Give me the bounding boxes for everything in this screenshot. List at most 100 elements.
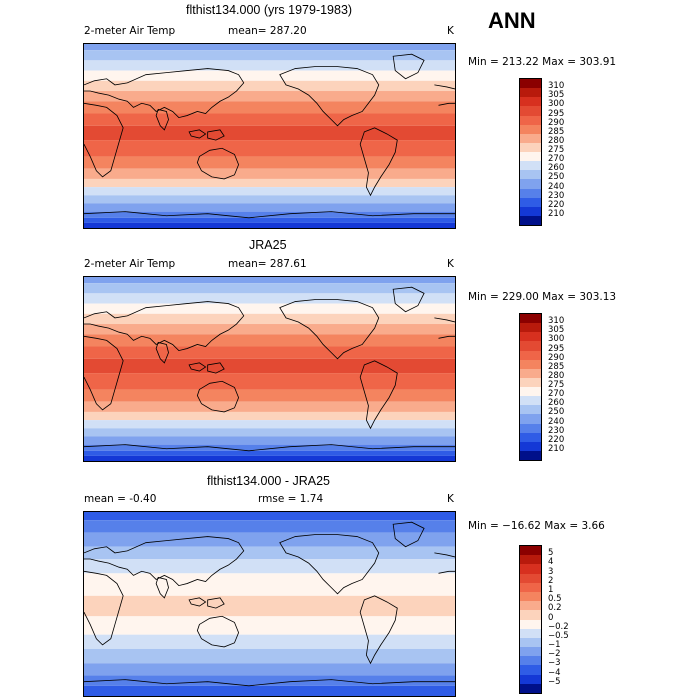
coastline — [84, 570, 124, 646]
colorbar-tick-label: 210 — [548, 208, 565, 219]
panel-1-colorbar — [519, 78, 542, 226]
temperature-map-1 — [84, 44, 455, 228]
panel-2-minmax: Min = 229.00 Max = 303.13 — [468, 291, 617, 303]
colorbar-tick-label: 285 — [548, 361, 565, 372]
coastline — [359, 360, 398, 430]
field-band — [84, 222, 455, 228]
colorbar-swatch — [520, 197, 541, 207]
panel-2-title: JRA25 — [249, 238, 287, 252]
coastline — [84, 444, 455, 452]
panel-1-title: flthist134.000 (yrs 1979-1983) — [186, 3, 353, 17]
panel-2-colorbar-labels: 310 305 300 295 290 285 280 275 270 260 250 240 230 2… — [548, 313, 588, 459]
colorbar-swatch — [520, 591, 541, 602]
field-band — [84, 685, 455, 696]
field-band — [84, 203, 455, 212]
coastline — [207, 129, 225, 141]
coastline — [84, 679, 455, 687]
colorbar-tick-label: −0.2 — [548, 621, 569, 632]
panel-1-colorbar-labels: 310 305 300 295 290 285 280 275 270 260 250 240 230 2… — [548, 78, 588, 224]
field-band — [84, 101, 455, 114]
colorbar-swatch — [520, 188, 541, 198]
coastline — [207, 362, 225, 374]
colorbar-tick-label: 240 — [548, 416, 565, 427]
colorbar-swatch — [520, 387, 541, 397]
field-band — [84, 573, 455, 596]
coastline — [359, 127, 398, 197]
colorbar-tick-label: 275 — [548, 145, 565, 155]
colorbar-swatch — [520, 674, 541, 684]
coastline — [84, 68, 245, 119]
field-band — [84, 532, 455, 547]
colorbar-swatch — [520, 142, 541, 152]
colorbar-tick-label: 280 — [548, 370, 565, 381]
panel-1-minmax: Min = 213.22 Max = 303.91 — [468, 56, 617, 68]
field-band — [84, 634, 455, 649]
colorbar-swatch — [520, 414, 541, 424]
panel-3-rmse-label: rmse = 1.74 — [258, 493, 324, 505]
colorbar-swatch — [520, 115, 541, 125]
colorbar-tick-label: 3 — [548, 566, 554, 577]
coastline — [434, 84, 455, 90]
colorbar-tick-label: 305 — [548, 90, 565, 101]
colorbar-tick-label: 285 — [548, 126, 565, 137]
colorbar-swatch — [520, 152, 541, 162]
coastline — [84, 102, 124, 178]
colorbar-swatch — [520, 323, 541, 333]
coastline — [188, 362, 207, 372]
colorbar-tick-label: 0 — [548, 612, 554, 623]
coastline — [155, 108, 169, 131]
temperature-map-2 — [84, 277, 455, 461]
colorbar-tick-label: 220 — [548, 434, 565, 445]
colorbar-swatch — [520, 665, 541, 675]
panel-3-mean-label: mean = -0.40 — [84, 493, 157, 505]
colorbar-swatch — [520, 79, 541, 89]
field-band — [84, 140, 455, 157]
panel-1-mean-label: mean= 287.20 — [228, 25, 307, 37]
coastline — [359, 595, 398, 665]
colorbar-swatch — [520, 441, 541, 451]
colorbar-tick-label: 230 — [548, 190, 565, 201]
field-band — [84, 428, 455, 437]
field-band — [84, 303, 455, 314]
colorbar-tick-label: 0.5 — [548, 594, 562, 605]
coastline — [392, 286, 425, 313]
colorbar-swatch — [520, 582, 541, 592]
field-band — [84, 648, 455, 664]
colorbar-tick-label: 300 — [548, 99, 565, 110]
colorbar-tick-label: −5 — [548, 676, 561, 687]
panel-2-mean-label: mean= 287.61 — [228, 258, 307, 270]
field-band — [84, 50, 455, 61]
field-band — [84, 520, 455, 533]
field-band — [84, 373, 455, 390]
colorbar-swatch — [520, 359, 541, 369]
field-band — [84, 187, 455, 196]
panel-2-map — [83, 276, 456, 462]
field-band — [84, 450, 455, 456]
colorbar-swatch — [520, 647, 541, 657]
colorbar-tick-label: 290 — [548, 117, 565, 128]
field-band — [84, 44, 455, 51]
colorbar-tick-label: 210 — [548, 443, 565, 454]
panel-3-minmax: Min = −16.62 Max = 3.66 — [468, 520, 605, 532]
field-band — [84, 663, 455, 676]
coastline — [188, 129, 207, 139]
field-band — [84, 616, 455, 635]
colorbar-tick-label: 310 — [548, 81, 565, 92]
field-band — [84, 91, 455, 102]
panel-3-title: flthist134.000 - JRA25 — [207, 474, 330, 488]
colorbar-tick-label: −4 — [548, 667, 561, 678]
colorbar-tick-label: −0.5 — [548, 630, 569, 641]
colorbar-swatch — [520, 341, 541, 351]
coastline — [84, 211, 455, 219]
panel-3-unit-label: K — [447, 493, 454, 505]
colorbar-swatch — [520, 124, 541, 134]
colorbar-swatch — [520, 564, 541, 574]
field-band — [84, 178, 455, 188]
field-band — [84, 411, 455, 421]
colorbar-tick-label: 220 — [548, 199, 565, 210]
colorbar-tick-label: 4 — [548, 557, 554, 568]
colorbar-swatch — [520, 546, 541, 556]
colorbar-swatch — [520, 683, 541, 693]
colorbar-swatch — [520, 405, 541, 415]
colorbar-swatch — [520, 432, 541, 442]
